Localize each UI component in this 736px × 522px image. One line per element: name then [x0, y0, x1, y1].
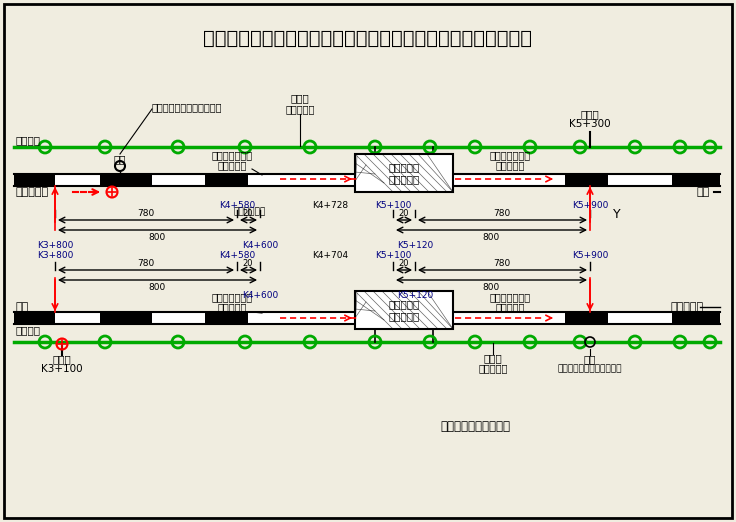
Bar	[14, 312, 55, 324]
Text: 作业门: 作业门	[581, 109, 599, 119]
Text: K4+704: K4+704	[312, 252, 348, 260]
Text: 780: 780	[493, 209, 511, 219]
Text: K3+100: K3+100	[41, 364, 83, 374]
Bar	[355, 154, 453, 192]
Text: 800: 800	[482, 282, 500, 291]
Text: 移动停车信号牌: 移动停车信号牌	[211, 150, 252, 160]
Bar	[418, 174, 450, 186]
Text: 显示停车手信号的防护人员: 显示停车手信号的防护人员	[152, 102, 222, 112]
Text: 780: 780	[138, 209, 155, 219]
Text: 王家云: 王家云	[484, 353, 503, 363]
Text: 780: 780	[493, 259, 511, 268]
Text: 苏瑞波: 苏瑞波	[291, 93, 309, 103]
Text: 近端防护员: 近端防护员	[478, 363, 508, 373]
Bar	[14, 174, 55, 186]
Text: K5+100: K5+100	[375, 201, 411, 210]
Bar	[100, 174, 152, 186]
Text: K5+120: K5+120	[397, 241, 433, 250]
Text: K5+900: K5+900	[572, 252, 608, 260]
Text: 栗勇: 栗勇	[114, 154, 127, 164]
Text: 20: 20	[243, 209, 253, 219]
Text: Y: Y	[613, 208, 620, 220]
Bar	[418, 312, 450, 324]
Text: 移动停车信号牌: 移动停车信号牌	[489, 150, 531, 160]
Text: 防护栅栏: 防护栅栏	[16, 325, 41, 335]
Text: 近端防护员: 近端防护员	[286, 104, 315, 114]
Text: 防护栅栏: 防护栅栏	[16, 135, 41, 145]
Text: 焦作: 焦作	[16, 302, 29, 312]
Text: K5+100: K5+100	[375, 252, 411, 260]
Text: 转体及合龙: 转体及合龙	[389, 162, 420, 172]
Text: （信号灯）: （信号灯）	[217, 160, 247, 170]
Text: K5+300: K5+300	[569, 119, 611, 129]
Bar	[565, 174, 608, 186]
Text: （信号灯）: （信号灯）	[217, 302, 247, 312]
Text: K4+728: K4+728	[312, 201, 348, 210]
Text: 注：本图尺寸以米计。: 注：本图尺寸以米计。	[440, 421, 510, 433]
Text: 沁阳: 沁阳	[697, 187, 710, 197]
Text: 显示停车手信号的防护人员: 显示停车手信号的防护人员	[558, 364, 622, 374]
Text: （信号灯）: （信号灯）	[495, 302, 525, 312]
Text: 800: 800	[149, 282, 166, 291]
Text: 蒋伟: 蒋伟	[584, 354, 596, 364]
Text: 800: 800	[482, 232, 500, 242]
Bar	[14, 174, 720, 186]
Text: K5+900: K5+900	[572, 201, 608, 210]
Bar	[100, 312, 152, 324]
Text: 九府庄丹河特大桥跨越焦柳线转体及合龙段施工封锁人员走行图: 九府庄丹河特大桥跨越焦柳线转体及合龙段施工封锁人员走行图	[203, 29, 533, 48]
Text: 焦柳下行线: 焦柳下行线	[16, 187, 49, 197]
Text: K3+800: K3+800	[37, 252, 73, 260]
Bar	[565, 312, 608, 324]
Text: 20: 20	[243, 259, 253, 268]
Text: K4+580: K4+580	[219, 252, 255, 260]
Text: K4+600: K4+600	[242, 241, 278, 250]
Text: 780: 780	[138, 259, 155, 268]
Text: K4+580: K4+580	[219, 201, 255, 210]
Bar	[14, 312, 720, 324]
Text: 人员行走路线: 人员行走路线	[234, 208, 266, 217]
Text: K4+600: K4+600	[242, 291, 278, 300]
Bar	[205, 174, 248, 186]
Bar	[355, 291, 453, 329]
Text: 移动停车信号牌: 移动停车信号牌	[211, 292, 252, 302]
Bar	[672, 174, 720, 186]
Text: 焦柳上行线: 焦柳上行线	[671, 302, 704, 312]
Text: 移动停车信号牌: 移动停车信号牌	[489, 292, 531, 302]
Text: K5+120: K5+120	[397, 291, 433, 300]
Text: 段施工地点: 段施工地点	[389, 174, 420, 184]
Text: 段施工地点: 段施工地点	[389, 311, 420, 321]
Text: 20: 20	[399, 259, 409, 268]
Text: 作业门: 作业门	[53, 354, 71, 364]
Text: 20: 20	[399, 209, 409, 219]
Bar	[672, 312, 720, 324]
Bar	[205, 312, 248, 324]
Text: （信号灯）: （信号灯）	[495, 160, 525, 170]
Text: 转体及合龙: 转体及合龙	[389, 299, 420, 309]
Text: K3+800: K3+800	[37, 241, 73, 250]
Text: 800: 800	[149, 232, 166, 242]
